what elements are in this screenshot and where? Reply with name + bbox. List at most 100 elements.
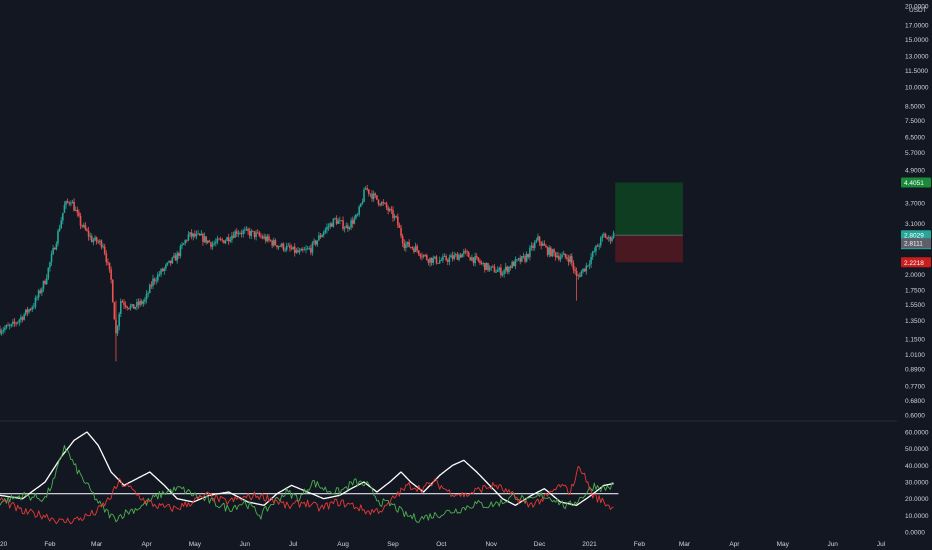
candle-body [337,220,340,224]
candle-body [379,204,381,206]
candle-body [305,248,307,250]
price-tick-label: 1.3500 [905,318,925,325]
candle-body [371,193,373,199]
price-pane[interactable] [0,182,683,362]
candle-body [453,255,455,259]
candle-body [562,253,565,255]
candle-body [369,193,372,195]
candle-body [81,225,83,227]
time-axis[interactable]: 2020 Feb Mar Apr May Jun Jul Aug Sep Oct Nov Dec 202… [0,541,886,548]
time-tick-label: Jul [289,541,298,548]
price-tick-label: 3.1000 [905,221,925,228]
candle-body [37,290,40,298]
candle-body [492,266,494,268]
candle-body [223,240,225,244]
candle-body [277,246,280,248]
candle-body [572,262,575,270]
candle-body [163,268,166,272]
price-tick-label: 13.0000 [905,54,929,61]
candle-body [221,239,224,241]
candle-body [89,236,91,237]
candle-body [134,306,137,309]
candle-body [218,238,220,240]
candle-body [332,218,335,227]
candle-body [417,250,420,255]
candle-body [86,229,88,231]
candle-body [227,237,230,242]
candle-body [194,233,196,237]
candle-body [516,259,518,261]
target-price-badge-bg [901,177,931,188]
candle-body [253,231,256,237]
candle-body [237,233,240,235]
candle-body [271,240,273,246]
candle-body [582,268,584,272]
candle-body [471,257,473,261]
candle-body [273,240,275,246]
candle-body [147,293,149,294]
candle-body [70,203,72,205]
candle-body [524,256,526,262]
candle-body [41,288,43,293]
candle-body [316,240,319,245]
candle-body [413,248,415,252]
time-tick-label: Aug [337,541,349,548]
candle-body [73,201,75,211]
candle-body [388,209,391,211]
candle-body [443,256,446,257]
candle-body [118,313,120,326]
candle-body [284,249,286,251]
candle-body [111,279,114,303]
candle-body [374,193,377,196]
candle-body [186,240,188,242]
candle-body [340,220,343,222]
candle-body [387,207,389,211]
candle-body [68,202,71,204]
candle-body [152,278,154,286]
time-tick-label: Mar [679,541,691,548]
candle-body [583,268,586,272]
candle-body [287,245,290,247]
candle-body [21,317,24,320]
candle-body [385,203,388,208]
candle-body [153,278,156,282]
candle-body [177,253,180,256]
candle-body [580,271,583,277]
candle-body [604,233,607,238]
candle-body [324,229,327,233]
candle-body [401,235,404,243]
candle-body [306,248,309,250]
candle-body [356,214,359,216]
candle-body [202,233,204,242]
candle-body [551,249,554,257]
candle-body [400,227,402,236]
candle-body [455,254,457,256]
price-tick-label: 1.5500 [905,302,925,309]
candle-body [269,239,272,241]
indicator-axis[interactable]: 60.0000 50.0000 40.0000 30.0000 20.0000 10.00… [905,430,929,537]
candle-body [5,325,8,328]
position-tool[interactable] [615,182,683,263]
candle-body [372,193,375,199]
candle-body [171,257,174,264]
price-tick-label: 8.5000 [905,103,925,110]
candle-body [559,257,562,260]
candle-body [211,244,214,247]
time-tick-label: Mar [91,541,103,548]
time-tick-label: May [189,541,202,548]
candle-body [303,249,306,251]
candle-body [451,255,454,259]
candle-body [179,246,182,256]
position-stop-zone [615,235,683,263]
indicator-pane[interactable] [0,431,619,525]
candle-body [247,228,249,232]
candle-body [327,226,330,228]
candle-body [532,245,534,248]
price-tick-label: 11.5000 [905,68,928,75]
other-price-badge: 2.8111 [904,241,923,248]
candle-body [541,243,544,246]
candle-body [456,254,459,260]
candle-body [13,321,16,324]
candle-body [459,255,462,258]
candle-body [326,226,328,230]
